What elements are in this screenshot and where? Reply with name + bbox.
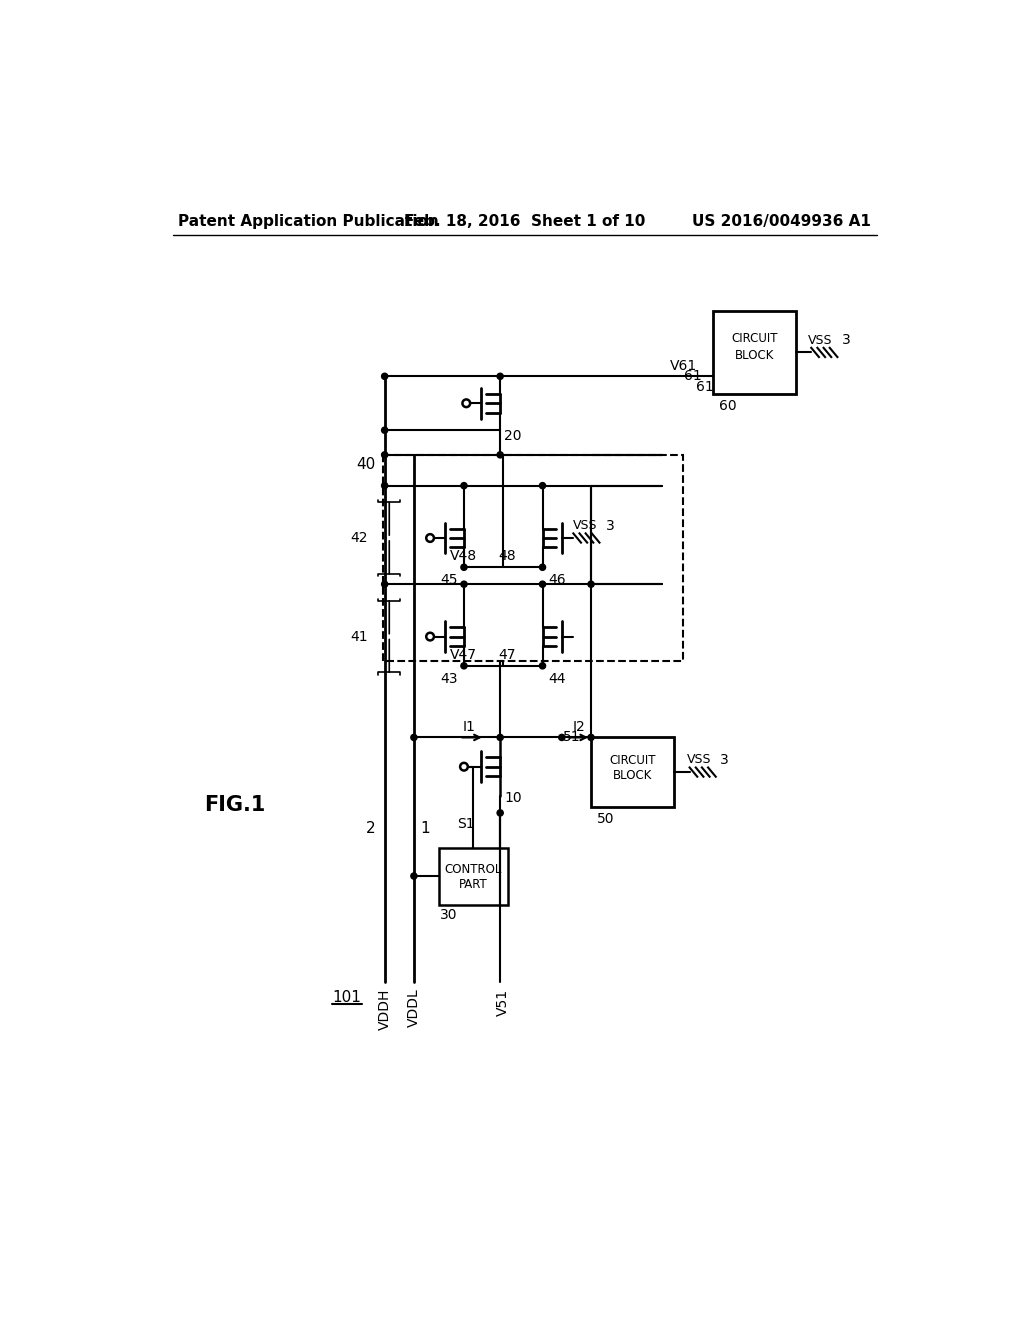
Circle shape [382, 483, 388, 488]
Circle shape [460, 763, 468, 771]
Text: 45: 45 [440, 573, 458, 587]
Bar [438, 847, 508, 906]
Text: Patent Application Publication: Patent Application Publication [178, 214, 439, 230]
Text: 61: 61 [696, 380, 714, 395]
Text: 3: 3 [842, 333, 851, 347]
Text: 46: 46 [549, 573, 566, 587]
Text: 48: 48 [499, 549, 516, 564]
Bar [383, 455, 683, 661]
Text: 30: 30 [440, 908, 458, 921]
Text: I2: I2 [572, 719, 585, 734]
Text: 50: 50 [597, 812, 614, 826]
Circle shape [559, 734, 565, 741]
Text: 60: 60 [719, 400, 736, 413]
Circle shape [588, 734, 594, 741]
Circle shape [497, 734, 503, 741]
Text: 3: 3 [606, 519, 615, 533]
Circle shape [588, 581, 594, 587]
Circle shape [461, 663, 467, 669]
Circle shape [411, 873, 417, 879]
Text: CONTROL: CONTROL [444, 862, 502, 875]
Text: CIRCUIT: CIRCUIT [609, 754, 655, 767]
Circle shape [382, 374, 388, 379]
Text: S1: S1 [457, 817, 474, 832]
Text: 20: 20 [504, 429, 521, 442]
Circle shape [540, 663, 546, 669]
Text: VDDH: VDDH [378, 989, 391, 1030]
Text: 42: 42 [350, 531, 368, 545]
Circle shape [540, 581, 546, 587]
Text: 40: 40 [356, 457, 376, 471]
Text: Feb. 18, 2016  Sheet 1 of 10: Feb. 18, 2016 Sheet 1 of 10 [404, 214, 645, 230]
Circle shape [497, 809, 503, 816]
Text: 43: 43 [440, 672, 458, 686]
Text: 1: 1 [421, 821, 430, 836]
Text: CIRCUIT: CIRCUIT [731, 333, 777, 345]
Bar [713, 312, 796, 395]
Text: 44: 44 [549, 672, 566, 686]
Bar [591, 738, 674, 807]
Text: V47: V47 [450, 648, 477, 663]
Text: 2: 2 [366, 821, 376, 836]
Circle shape [382, 581, 388, 587]
Text: 47: 47 [499, 648, 516, 663]
Text: V61: V61 [670, 359, 697, 372]
Circle shape [463, 400, 470, 407]
Circle shape [497, 374, 503, 379]
Circle shape [382, 428, 388, 433]
Circle shape [426, 535, 434, 543]
Text: 10: 10 [504, 791, 521, 804]
Circle shape [540, 564, 546, 570]
Text: BLOCK: BLOCK [734, 348, 774, 362]
Text: 51: 51 [562, 730, 581, 744]
Text: I1: I1 [463, 719, 476, 734]
Text: 101: 101 [333, 990, 361, 1006]
Circle shape [497, 451, 503, 458]
Circle shape [426, 632, 434, 640]
Circle shape [411, 734, 417, 741]
Text: VSS: VSS [686, 754, 711, 767]
Text: VSS: VSS [808, 334, 833, 347]
Text: 61: 61 [684, 370, 701, 383]
Text: V51: V51 [497, 989, 510, 1015]
Circle shape [461, 564, 467, 570]
Text: US 2016/0049936 A1: US 2016/0049936 A1 [692, 214, 871, 230]
Text: 41: 41 [350, 630, 368, 644]
Text: BLOCK: BLOCK [613, 770, 652, 783]
Text: FIG.1: FIG.1 [204, 795, 265, 816]
Circle shape [540, 483, 546, 488]
Text: PART: PART [459, 878, 487, 891]
Text: VDDL: VDDL [407, 989, 421, 1027]
Circle shape [461, 483, 467, 488]
Text: V48: V48 [450, 549, 477, 564]
Text: 3: 3 [720, 752, 729, 767]
Text: VSS: VSS [573, 519, 598, 532]
Circle shape [461, 581, 467, 587]
Circle shape [382, 451, 388, 458]
